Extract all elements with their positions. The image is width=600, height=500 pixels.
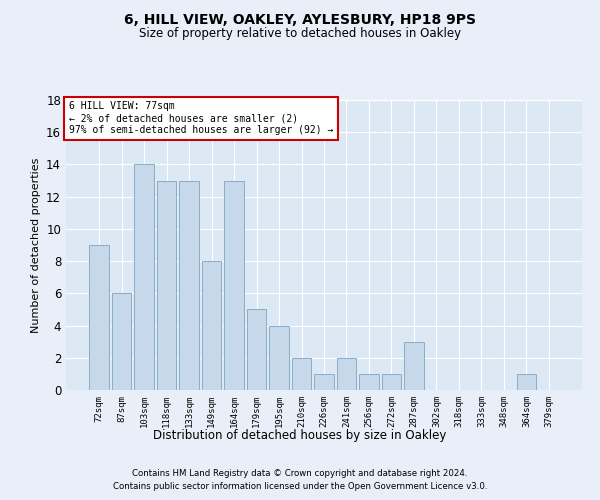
Bar [292, 358, 311, 390]
Bar [112, 294, 131, 390]
Text: Contains public sector information licensed under the Open Government Licence v3: Contains public sector information licen… [113, 482, 487, 491]
Bar [224, 180, 244, 390]
Bar [269, 326, 289, 390]
Bar [157, 180, 176, 390]
Text: 6 HILL VIEW: 77sqm
← 2% of detached houses are smaller (2)
97% of semi-detached : 6 HILL VIEW: 77sqm ← 2% of detached hous… [68, 102, 333, 134]
Y-axis label: Number of detached properties: Number of detached properties [31, 158, 41, 332]
Text: Size of property relative to detached houses in Oakley: Size of property relative to detached ho… [139, 28, 461, 40]
Bar [382, 374, 401, 390]
Bar [404, 342, 424, 390]
Bar [314, 374, 334, 390]
Text: Contains HM Land Registry data © Crown copyright and database right 2024.: Contains HM Land Registry data © Crown c… [132, 468, 468, 477]
Text: 6, HILL VIEW, OAKLEY, AYLESBURY, HP18 9PS: 6, HILL VIEW, OAKLEY, AYLESBURY, HP18 9P… [124, 12, 476, 26]
Bar [134, 164, 154, 390]
Bar [359, 374, 379, 390]
Bar [89, 245, 109, 390]
Bar [517, 374, 536, 390]
Bar [337, 358, 356, 390]
Bar [179, 180, 199, 390]
Bar [202, 261, 221, 390]
Bar [247, 310, 266, 390]
Text: Distribution of detached houses by size in Oakley: Distribution of detached houses by size … [154, 428, 446, 442]
